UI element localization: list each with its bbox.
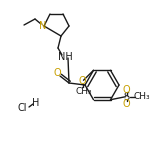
- Text: O: O: [79, 76, 86, 86]
- Text: NH: NH: [58, 52, 72, 62]
- Text: O: O: [53, 68, 61, 78]
- Text: S: S: [124, 92, 130, 102]
- Text: CH₃: CH₃: [133, 92, 150, 101]
- Text: H: H: [32, 98, 40, 108]
- Text: Cl: Cl: [17, 103, 27, 113]
- Text: CH₃: CH₃: [75, 87, 92, 96]
- Text: N: N: [39, 21, 47, 31]
- Text: O: O: [123, 85, 130, 95]
- Text: O: O: [123, 99, 130, 109]
